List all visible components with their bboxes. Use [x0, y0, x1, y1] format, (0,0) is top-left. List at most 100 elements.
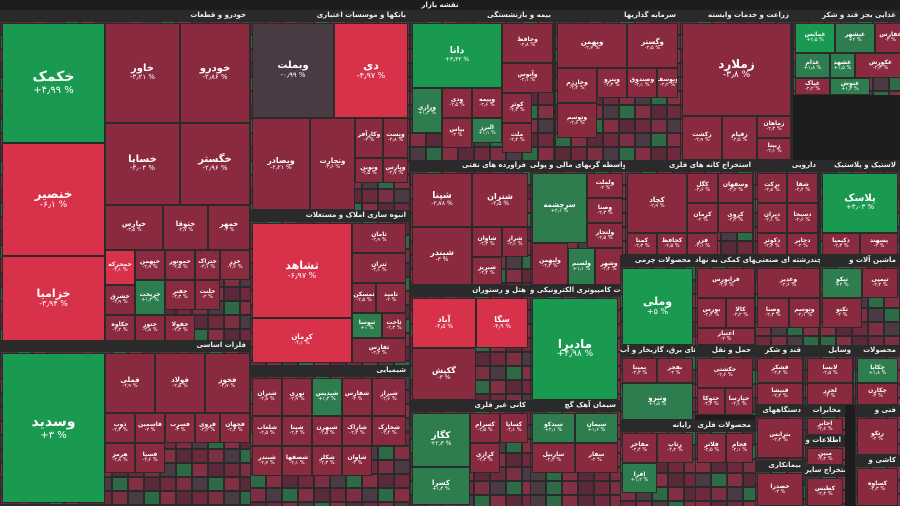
stock-tile[interactable]: سرچشمه +۲٫۱ % [532, 173, 587, 243]
stock-tile[interactable]: سفار -۲ % [575, 443, 618, 473]
stock-tile[interactable]: شاوان -۲ % [342, 446, 372, 476]
stock-tile[interactable]: مبین -۲٫۲ % [807, 448, 843, 465]
stock-tile[interactable]: کگاز +۲٫۳ % [412, 413, 470, 467]
stock-tile[interactable]: وگستر -۲٫۵ % [627, 23, 678, 68]
stock-tile[interactable]: ختراک -۳٫۱ % [195, 250, 220, 280]
stock-tile[interactable]: شبریز -۲٫۴ % [472, 257, 502, 285]
stock-tile[interactable]: کرمان -۲ % [687, 203, 718, 233]
stock-tile[interactable]: وتوسم -۲٫۱ % [789, 298, 820, 328]
stock-tile[interactable]: رتاپ -۲٫۲ % [657, 433, 693, 463]
stock-tile[interactable]: ثاخت -۲٫۳ % [382, 313, 406, 338]
stock-tile[interactable]: قشکر -۲٫۴ % [757, 358, 803, 383]
stock-tile[interactable]: کحافظ -۲٫۵ % [657, 233, 687, 255]
stock-tile[interactable]: ذوب -۲٫۳ % [105, 413, 135, 443]
stock-tile[interactable]: دانا +۳٫۴۳ % [412, 23, 502, 88]
stock-tile[interactable]: خزامیا -۳٫۹۴ % [2, 256, 105, 340]
stock-tile[interactable]: ثفارس -۲٫۲ % [352, 338, 406, 363]
stock-tile[interactable]: سیدکو +۲٫۱ % [532, 413, 575, 443]
stock-tile[interactable]: کچاد -۲٫۹ % [627, 173, 687, 233]
stock-tile[interactable]: ولصنم +۱٫۱ % [568, 248, 595, 285]
stock-tile[interactable]: کرازی -۲٫۳ % [470, 443, 500, 473]
stock-tile[interactable]: وخارزم -۲٫۴ % [557, 68, 597, 103]
stock-tile[interactable]: شفارس -۲ % [342, 378, 372, 416]
stock-tile[interactable]: خکمک +۴٫۹۹ % [2, 23, 105, 143]
stock-tile[interactable]: افرا +۱٫۲ % [622, 463, 657, 493]
stock-tile[interactable]: کالا -۲٫۲ % [726, 298, 755, 328]
stock-tile[interactable]: ثتران -۳٫۱ % [352, 253, 406, 283]
stock-tile[interactable]: ملت -۲٫۴ % [502, 123, 532, 153]
stock-tile[interactable]: غشهد +۱٫۵ % [830, 53, 855, 78]
stock-tile[interactable]: خپارس -۳٫۵ % [105, 205, 163, 250]
stock-tile[interactable]: شتران -۲٫۵ % [472, 173, 528, 227]
stock-tile[interactable]: کسرا +۱٫۴ % [412, 467, 470, 505]
stock-tile[interactable]: شبندر -۲٫۷ % [252, 446, 282, 476]
stock-tile[interactable]: شاراک -۲٫۲ % [342, 416, 372, 446]
stock-tile[interactable]: ثامان -۲٫۹ % [352, 223, 406, 253]
stock-tile[interactable]: فسپا -۲٫۶ % [135, 443, 165, 473]
stock-tile[interactable]: دکوثر -۲٫۲ % [757, 233, 787, 255]
stock-tile[interactable]: وتبرو +۱٫۵ % [622, 383, 693, 420]
stock-tile[interactable]: ولبهمن -۲٫۲ % [532, 243, 568, 285]
stock-tile[interactable]: وسفهان -۲٫۲ % [718, 173, 753, 203]
stock-tile[interactable]: حکشتی -۲٫۶ % [697, 358, 753, 388]
stock-tile[interactable]: کساوه -۲٫۳ % [857, 468, 898, 506]
stock-tile[interactable]: نوری -۲٫۹ % [282, 378, 312, 416]
stock-tile[interactable]: وآتوس -۲٫۱ % [502, 63, 553, 93]
stock-tile[interactable]: خودرو -۲٫۸۶ % [180, 23, 250, 123]
stock-tile[interactable]: ونوین -۲٫۵ % [355, 158, 383, 183]
stock-tile[interactable]: وسدید +۳ % [2, 353, 105, 503]
stock-tile[interactable]: ثامید -۲ % [376, 283, 406, 313]
stock-tile[interactable]: خمهر -۳ % [208, 205, 250, 250]
stock-tile[interactable]: اعتبار -۲ % [697, 328, 755, 345]
stock-tile[interactable]: وصندوق -۲٫۱ % [627, 68, 657, 98]
stock-tile[interactable]: وحافظ -۲٫۸ % [502, 23, 553, 63]
stock-tile[interactable]: ختور -۲٫۸ % [135, 315, 165, 340]
stock-tile[interactable]: کوثر -۲٫۲ % [502, 93, 532, 123]
stock-tile[interactable]: وبصادر -۲٫۲۱ % [252, 118, 310, 210]
stock-tile[interactable]: زملارد -۳٫۸ % [682, 23, 791, 116]
stock-tile[interactable]: زقیام -۲٫۵ % [722, 116, 757, 160]
stock-tile[interactable]: ودی -۲٫۵ % [442, 88, 472, 118]
stock-tile[interactable]: فرابورس -۲٫۷ % [697, 268, 755, 298]
stock-tile[interactable]: مادیرا +۴٫۹۸ % [532, 298, 618, 400]
stock-tile[interactable]: وتجارت -۲٫۶ % [310, 118, 355, 210]
stock-tile[interactable]: آباد -۴٫۵ % [412, 298, 476, 348]
stock-tile[interactable]: خمحرکه -۴٫۱ % [105, 250, 135, 285]
stock-tile[interactable]: شلعاب -۲٫۵ % [252, 416, 282, 446]
stock-tile[interactable]: غبشهر +۲ % [835, 23, 875, 53]
stock-tile[interactable]: فسرب -۳ % [165, 413, 195, 443]
stock-tile[interactable]: شبهرن -۲٫۵ % [312, 416, 342, 446]
stock-tile[interactable]: خگستر -۲٫۹۶ % [180, 123, 250, 205]
stock-tile[interactable]: بترانس -۲٫۳ % [757, 418, 803, 458]
stock-tile[interactable]: وغدیر -۲٫۶ % [757, 268, 820, 298]
stock-tile[interactable]: دی -۴٫۹۷ % [334, 23, 408, 118]
stock-tile[interactable]: زماهان -۲٫۳ % [757, 116, 791, 138]
stock-tile[interactable]: وتوسم -۲٫۶ % [557, 103, 597, 138]
stock-tile[interactable]: زکشت -۲٫۹ % [682, 116, 722, 160]
stock-tile[interactable]: وپارس -۲٫۷ % [383, 158, 408, 183]
stock-tile[interactable]: قنیشا -۲٫۲ % [757, 383, 803, 405]
stock-tile[interactable]: دکیمیا -۲٫۳ % [822, 233, 860, 255]
stock-tile[interactable]: کرمان -۴٫۱ % [252, 318, 352, 363]
stock-tile[interactable]: ولتجار -۲٫۵ % [587, 223, 623, 248]
stock-tile[interactable]: شراز -۲٫۱ % [502, 227, 528, 257]
stock-tile[interactable]: فاسمین -۲ % [135, 413, 165, 443]
stock-tile[interactable]: وصنا -۲٫۳ % [587, 198, 623, 223]
stock-tile[interactable]: بورس -۲٫۴ % [697, 298, 726, 328]
stock-tile[interactable]: غپاک -۲٫۲ % [795, 78, 830, 95]
stock-tile[interactable]: چکارن -۲ % [857, 383, 898, 405]
stock-tile[interactable]: تپمپی -۲٫۲ % [862, 268, 898, 298]
stock-tile[interactable]: خفولا -۲٫۳ % [165, 315, 195, 340]
stock-tile[interactable]: سیمان +۱٫۶ % [575, 413, 618, 443]
stock-tile[interactable]: بفجر -۲ % [657, 358, 693, 383]
stock-tile[interactable]: غنوش +۱٫۲ % [830, 78, 870, 95]
stock-tile[interactable]: لابسا -۲٫۵ % [807, 358, 853, 383]
stock-tile[interactable]: خموتور -۲٫۵ % [165, 250, 195, 280]
stock-tile[interactable]: خلنت -۲ % [195, 280, 220, 310]
stock-tile[interactable]: فخوز -۲٫۷ % [205, 353, 250, 413]
stock-tile[interactable]: شکلر -۲٫۳ % [312, 446, 342, 476]
stock-tile[interactable]: لخزر -۲ % [807, 383, 853, 405]
stock-tile[interactable]: خفنر -۳٫۳ % [165, 280, 195, 310]
stock-tile[interactable]: شصفها -۲٫۱ % [282, 446, 312, 476]
stock-tile[interactable]: وصنا -۲٫۳ % [757, 298, 789, 328]
